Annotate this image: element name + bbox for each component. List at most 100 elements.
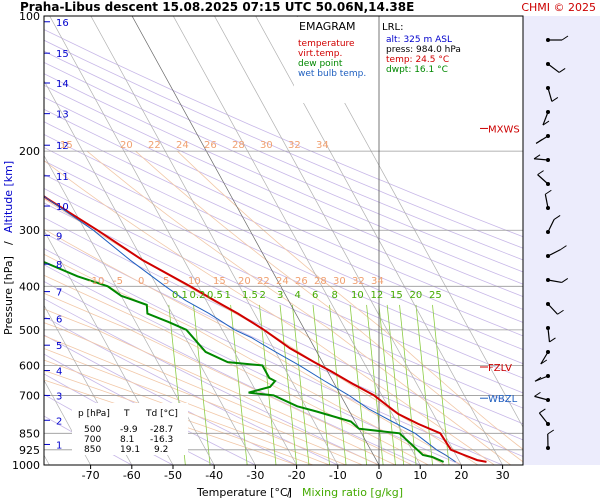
series-wet-bulb-temp- [44, 195, 456, 463]
altitude-tick-label: 11 [56, 172, 69, 183]
level-table: p [hPa] T Td [°C] 500 -9.9 -28.7 700 8.1… [72, 403, 188, 455]
wind-barb-dot [546, 230, 550, 234]
mixing-ratio-label: 0.2 [190, 290, 206, 301]
wind-barb-dot [546, 110, 550, 114]
moist-adiabat-label: 15 [60, 140, 73, 151]
table-cell: 700 [84, 435, 101, 445]
wind-barb-flag [534, 391, 541, 397]
isotherm [44, 379, 91, 465]
altitude-tick-label: 9 [56, 231, 62, 242]
pressure-tick-label: 1000 [12, 459, 40, 472]
wind-barb [534, 395, 549, 401]
mixing-ratio-label: 4 [295, 290, 301, 301]
wind-barb-dot [546, 398, 550, 402]
wind-barb-flag [561, 35, 569, 41]
moist-adiabat-label: 28 [232, 140, 245, 151]
x-axis-title: Temperature [°C] [196, 486, 292, 499]
temp-tick-label: -10 [329, 469, 347, 482]
wind-barb [538, 412, 549, 425]
table-cell: 850 [84, 445, 101, 455]
temp-tick-label: -40 [205, 469, 223, 482]
wind-barb-dot [546, 182, 550, 186]
wind-barb-dot [546, 278, 550, 282]
dry-adiabat [44, 160, 523, 379]
plot-border [43, 15, 524, 466]
dry-adiabat [44, 202, 523, 425]
mixing-ratio-label: 1.5 [242, 290, 258, 301]
altitude-tick-label: 10 [56, 202, 69, 213]
temp-tick-label: -70 [82, 469, 100, 482]
wind-barb-dot [546, 254, 550, 258]
table-cell: 19.1 [120, 445, 140, 455]
moist-adiabat-label: 15 [213, 276, 226, 287]
moist-adiabat-label: 34 [316, 140, 329, 151]
wind-barb [547, 327, 551, 342]
level-marker-label: WBZL [488, 394, 518, 405]
pressure-tick-label: 850 [19, 427, 40, 440]
isotherm [44, 154, 215, 465]
mixing-ratio-line [415, 304, 433, 465]
altitude-tick-label: 6 [56, 315, 62, 326]
wind-barb-dot [546, 446, 550, 450]
moist-adiabat-label: 20 [120, 140, 133, 151]
legend-temperature: temperature [298, 39, 355, 49]
moist-adiabat-label: 32 [352, 276, 365, 287]
temp-tick-label: 20 [454, 469, 468, 482]
altitude-tick-label: 15 [56, 49, 69, 60]
wind-barb-flag [535, 139, 543, 144]
dry-adiabat [44, 133, 523, 351]
moist-adiabat-label: 26 [204, 140, 217, 151]
mixing-ratio-line [399, 304, 417, 465]
wind-barb-flag [551, 97, 559, 102]
moist-adiabat [44, 379, 297, 465]
isotherm [131, 16, 380, 465]
wind-barb-dot [546, 206, 550, 210]
mixing-ratio-line [292, 304, 310, 465]
pressure-tick-label: 400 [19, 280, 40, 293]
wind-barb-dot [546, 134, 550, 138]
moist-adiabat-label: 5 [163, 276, 169, 287]
dry-adiabat [44, 73, 523, 285]
wind-barb-flag [558, 68, 566, 73]
mixing-ratio-label: 0.5 [207, 290, 223, 301]
sounding-title: Praha-Libus descent 15.08.2025 07:15 UTC… [20, 0, 415, 14]
wind-barb-flag [540, 359, 548, 365]
wind-barb [547, 219, 555, 233]
isotherm [214, 16, 462, 465]
moist-adiabat-label: 30 [260, 140, 273, 151]
copyright-label: CHMI © 2025 [521, 1, 596, 14]
altitude-tick-label: 13 [56, 110, 69, 121]
wind-barb [547, 63, 560, 73]
y-axis-title: Pressure [hPa] [2, 256, 15, 335]
wind-barb-dot [546, 302, 550, 306]
wind-barb-flag [561, 278, 569, 283]
wind-barb-dot [546, 62, 550, 66]
y-axis-title-altitude: Altitude [km] [2, 161, 15, 233]
mixing-ratio-line [259, 304, 277, 465]
lrl-press: press: 984.0 hPa [386, 45, 461, 55]
moist-adiabat-label: 0 [138, 276, 144, 287]
x-axis-title-mixing: Mixing ratio [g/kg] [302, 486, 403, 499]
lrl-dwpt: dwpt: 16.1 °C [386, 65, 448, 75]
temp-tick-label: 30 [496, 469, 510, 482]
mixing-ratio-label: 0.1 [172, 290, 188, 301]
wind-barb-dot [546, 350, 550, 354]
legend-wet-bulb: wet bulb temp. [298, 69, 366, 79]
table-cell: 9.2 [154, 445, 168, 455]
wind-barb-flag [534, 376, 542, 382]
temp-tick-label: -20 [288, 469, 306, 482]
wind-barb-dot [546, 86, 550, 90]
dry-adiabat [44, 121, 523, 337]
wind-barb [534, 158, 549, 161]
legend-dew-point: dew point [298, 59, 343, 69]
wind-barb-flag [549, 337, 556, 343]
altitude-tick-label: 5 [56, 341, 62, 352]
moist-adiabat-label: 34 [371, 276, 384, 287]
moist-adiabat-label: 24 [276, 276, 289, 287]
moist-adiabat-label: 32 [288, 140, 301, 151]
wind-barb-flag [545, 189, 552, 195]
dry-adiabat [44, 96, 523, 310]
wind-barb [544, 194, 549, 209]
wind-barb-panel [523, 16, 600, 465]
wind-barb-dot [546, 326, 550, 330]
